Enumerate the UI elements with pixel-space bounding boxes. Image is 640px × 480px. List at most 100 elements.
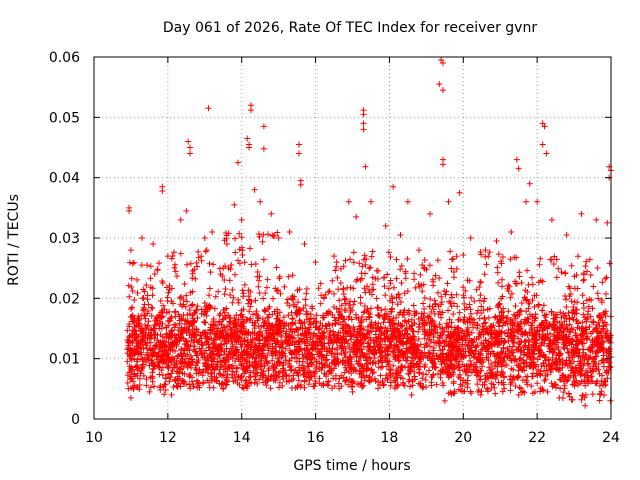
data-point (221, 337, 228, 344)
data-point (382, 222, 389, 229)
data-point (224, 371, 231, 378)
data-point (249, 311, 256, 318)
data-point (473, 310, 480, 317)
y-tick-label: 0.04 (49, 171, 80, 187)
data-point (173, 383, 180, 390)
data-point (516, 269, 523, 276)
data-point (311, 355, 318, 362)
data-point (367, 334, 374, 341)
data-point (405, 378, 412, 385)
data-point (311, 383, 318, 390)
data-point (169, 367, 176, 374)
data-point (557, 385, 564, 392)
data-point (293, 304, 300, 311)
data-point (350, 285, 357, 292)
data-point (198, 253, 205, 260)
data-point (350, 366, 357, 373)
data-point (331, 253, 338, 260)
data-point (247, 245, 254, 252)
data-point (127, 247, 134, 254)
data-point (302, 296, 309, 303)
data-point (152, 317, 159, 324)
data-point (156, 359, 163, 366)
data-point (243, 357, 250, 364)
data-point (306, 368, 313, 375)
data-point (287, 340, 294, 347)
data-point (363, 316, 370, 323)
data-point (281, 283, 288, 290)
data-point (308, 361, 315, 368)
data-point (294, 343, 301, 350)
data-point (143, 376, 150, 383)
data-point (178, 360, 185, 367)
data-point (318, 329, 325, 336)
data-point (260, 145, 267, 152)
data-point (271, 365, 278, 372)
data-point (260, 352, 267, 359)
data-point (240, 348, 247, 355)
data-point (244, 358, 251, 365)
data-point (276, 325, 283, 332)
data-point (221, 348, 228, 355)
data-point (222, 229, 229, 236)
data-point (191, 318, 198, 325)
data-point (228, 338, 235, 345)
data-point (450, 311, 457, 318)
data-point (453, 291, 460, 298)
data-point (134, 315, 141, 322)
data-point (603, 290, 610, 297)
data-point (301, 241, 308, 248)
data-point (224, 329, 231, 336)
data-point (321, 362, 328, 369)
data-point (207, 304, 214, 311)
data-point (223, 345, 230, 352)
data-point (387, 254, 394, 261)
data-point (179, 377, 186, 384)
data-point (149, 305, 156, 312)
data-point (508, 228, 515, 235)
data-point (183, 207, 190, 214)
data-point (137, 370, 144, 377)
data-point (207, 269, 214, 276)
data-point (534, 198, 541, 205)
data-point (594, 290, 601, 297)
data-point (307, 356, 314, 363)
data-point (450, 255, 457, 262)
data-point (174, 373, 181, 380)
data-point (317, 333, 324, 340)
data-point (326, 330, 333, 337)
data-point (415, 247, 422, 254)
data-point (146, 344, 153, 351)
data-point (258, 357, 265, 364)
data-point (473, 286, 480, 293)
data-point (157, 354, 164, 361)
data-point (334, 274, 341, 281)
data-point (168, 359, 175, 366)
data-point (221, 358, 228, 365)
data-point (435, 289, 442, 296)
data-point (298, 381, 305, 388)
data-point (165, 289, 172, 296)
data-point (340, 291, 347, 298)
data-point (430, 306, 437, 313)
data-point (253, 344, 260, 351)
data-point (194, 379, 201, 386)
data-point (369, 370, 376, 377)
data-point (269, 322, 276, 329)
data-point (214, 363, 221, 370)
data-point (198, 310, 205, 317)
data-point (209, 340, 216, 347)
data-point (147, 284, 154, 291)
y-tick-label: 0.03 (49, 231, 80, 247)
data-point (215, 334, 222, 341)
data-point (408, 391, 415, 398)
data-point (280, 314, 287, 321)
data-point (131, 327, 138, 334)
data-point (164, 351, 171, 358)
data-point (422, 341, 429, 348)
data-point (184, 364, 191, 371)
data-point (484, 388, 491, 395)
data-point (312, 378, 319, 385)
data-point (216, 380, 223, 387)
data-point (606, 260, 613, 267)
